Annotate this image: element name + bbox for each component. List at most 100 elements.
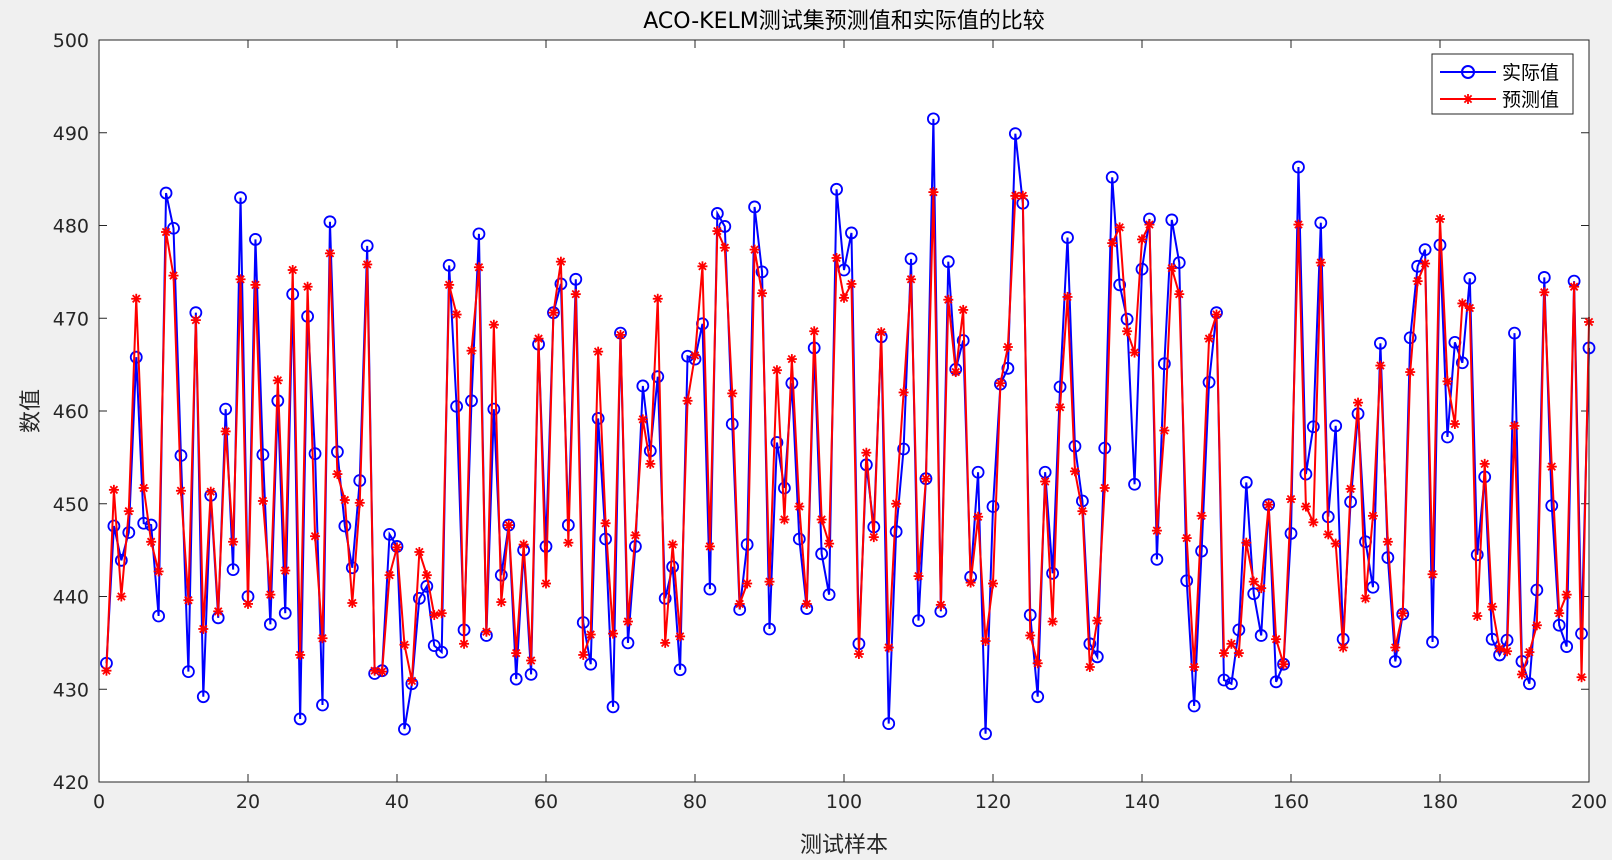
data-point-asterisk (533, 333, 544, 344)
data-point-circle (1247, 587, 1261, 601)
data-point-asterisk (1338, 642, 1349, 653)
data-point-circle (1314, 216, 1328, 230)
data-point-circle (308, 447, 322, 461)
data-point-circle (912, 614, 925, 628)
data-point-asterisk (481, 626, 492, 637)
data-point-asterisk (1382, 536, 1393, 547)
data-point-asterisk (1502, 646, 1513, 657)
data-point-asterisk (1017, 190, 1028, 201)
data-point-asterisk (712, 226, 723, 237)
data-point-asterisk (287, 265, 298, 276)
data-point-circle (651, 370, 665, 384)
data-point-asterisk (1390, 642, 1401, 653)
data-point-circle (897, 442, 910, 456)
data-point-circle (710, 207, 724, 220)
data-point-circle (770, 436, 784, 449)
data-point-circle (383, 527, 396, 541)
data-point-circle (465, 394, 478, 408)
legend-marker-circle-icon (1461, 65, 1475, 79)
data-point-circle (636, 379, 650, 393)
data-point-asterisk (1211, 309, 1222, 320)
data-point-asterisk (1576, 672, 1587, 683)
data-point-asterisk (161, 226, 172, 237)
data-point-asterisk (1554, 608, 1565, 619)
plot-area (99, 40, 1589, 782)
data-point-asterisk (354, 497, 365, 508)
data-point-asterisk (1315, 257, 1326, 268)
data-point-asterisk (272, 375, 283, 386)
data-point-asterisk (690, 350, 700, 361)
data-point-circle (122, 526, 136, 539)
data-point-asterisk (1405, 367, 1416, 378)
data-point-asterisk (682, 395, 693, 406)
data-point-circle (1470, 548, 1484, 562)
data-point-circle (606, 700, 620, 714)
data-point-asterisk (347, 597, 358, 608)
data-point-asterisk (369, 665, 380, 676)
data-point-asterisk (153, 566, 164, 577)
data-point-asterisk (1531, 620, 1542, 631)
data-point-asterisk (652, 293, 663, 304)
data-point-circle (263, 617, 277, 631)
data-point-asterisk (995, 378, 1006, 389)
data-point-asterisk (1025, 630, 1036, 641)
data-point-asterisk (1516, 669, 1527, 680)
data-point-asterisk (429, 610, 440, 621)
data-point-circle (1388, 655, 1402, 668)
data-point-asterisk (563, 537, 574, 548)
data-point-circle (420, 579, 434, 593)
data-point-circle (144, 518, 158, 532)
x-tick-label: 100 (826, 791, 862, 813)
data-point-circle (1098, 441, 1112, 455)
data-point-circle (1172, 256, 1186, 270)
data-point-asterisk (988, 578, 998, 589)
data-point-asterisk (138, 482, 149, 493)
data-point-asterisk (786, 354, 797, 365)
data-point-asterisk (190, 315, 201, 326)
data-point-asterisk (1263, 499, 1274, 510)
data-point-circle (472, 227, 486, 241)
data-point-circle (1150, 553, 1164, 566)
data-point-circle (591, 412, 605, 425)
legend: 实际值 预测值 (1431, 53, 1574, 115)
data-point-asterisk (146, 536, 157, 547)
data-point-asterisk (1107, 238, 1118, 249)
data-point-asterisk (749, 244, 760, 255)
data-point-asterisk (1472, 610, 1483, 621)
data-point-asterisk (101, 665, 112, 676)
data-point-asterisk (123, 506, 134, 517)
data-point-circle (219, 402, 233, 416)
data-point-asterisk (771, 365, 782, 376)
data-point-asterisk (414, 546, 425, 557)
data-point-asterisk (1248, 576, 1259, 587)
data-point-asterisk (488, 319, 499, 330)
data-point-circle (1508, 326, 1521, 340)
data-point-asterisk (883, 642, 894, 653)
data-point-asterisk (1442, 376, 1453, 387)
data-point-circle (621, 636, 635, 650)
data-point-asterisk (511, 648, 522, 659)
data-point-circle (904, 252, 918, 266)
data-point-asterisk (846, 278, 857, 289)
data-point-circle (673, 663, 687, 677)
data-point-asterisk (1323, 529, 1334, 540)
data-point-asterisk (1144, 219, 1155, 230)
data-point-circle (1046, 566, 1059, 580)
data-point-asterisk (764, 576, 775, 587)
data-point-circle (1329, 419, 1343, 433)
data-point-circle (1292, 160, 1305, 174)
data-point-circle (1008, 127, 1022, 141)
data-point-asterisk (1353, 397, 1364, 408)
data-point-circle (666, 560, 680, 574)
data-point-asterisk (235, 274, 246, 285)
data-point-asterisk (593, 346, 604, 357)
data-point-asterisk (1330, 538, 1341, 549)
series-line (105, 192, 1590, 682)
data-point-asterisk (205, 486, 216, 497)
data-point-asterisk (965, 577, 976, 588)
data-point-asterisk (324, 248, 335, 259)
data-point-asterisk (1174, 289, 1185, 300)
data-point-asterisk (1427, 569, 1438, 580)
x-tick-label: 80 (683, 791, 707, 813)
data-point-circle (822, 588, 836, 602)
